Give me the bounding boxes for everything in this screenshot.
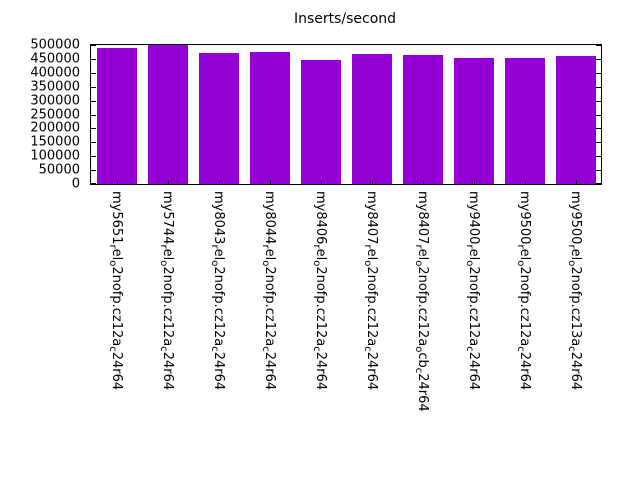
y-tick-mark [596,142,601,144]
y-tick-mark [596,100,601,102]
y-tick-label: 300000 [30,93,80,109]
bar [402,55,443,184]
y-tick-mark [596,170,601,172]
y-tick-mark [596,45,601,46]
plot-area [90,44,602,185]
y-tick-mark [91,170,96,172]
y-tick-mark [596,114,601,116]
x-axis-label: my8043relo2nofp.cz12ac24r64 [209,191,226,391]
x-axis-labels: my5651relo2nofp.cz12ac24r64 my5744relo2no… [90,191,600,471]
x-axis-label: my9400relo2nofp.cz12ac24r64 [464,191,481,391]
y-tick-mark [91,128,96,130]
x-tick-mark [320,180,322,184]
y-tick-mark [596,58,601,60]
x-axis-label: my9500relo2nofp.cz12ac24r64 [515,191,532,391]
y-tick-label: 200000 [30,120,80,136]
x-axis-label: my8407relo2nofp.cz12ac24r64 [362,191,379,391]
y-tick-label: 450000 [30,51,80,67]
bar [351,54,392,184]
y-tick-mark [91,100,96,102]
y-tick-mark [596,72,601,74]
x-tick-mark [269,180,271,184]
x-axis-label: my8044relo2nofp.cz12ac24r64 [260,191,277,391]
x-tick-mark [575,180,577,184]
x-tick-mark [524,180,526,184]
x-tick-mark [473,180,475,184]
y-tick-label: 50000 [38,162,80,178]
x-tick-mark [371,180,373,184]
y-tick-mark [596,156,601,158]
x-axis-label: my8406relo2nofp.cz12ac24r64 [311,191,328,391]
bar [555,55,596,184]
chart-title: Inserts/second [293,11,397,27]
y-tick-label: 250000 [30,107,80,122]
x-axis-label: my8407relo2nofp.cz12aocbc24r64 [413,191,430,412]
x-tick-mark [422,180,424,184]
x-axis-label: my9500relo2nofp.cz13ac24r64 [566,191,583,391]
y-tick-mark [91,58,96,60]
y-tick-label: 150000 [30,134,80,150]
y-tick-mark [91,183,96,184]
y-tick-label: 350000 [30,79,80,95]
y-tick-label: 500000 [30,37,80,53]
y-tick-mark [91,86,96,88]
bar [96,48,137,184]
bar [453,58,494,184]
x-tick-mark [167,180,169,184]
y-tick-mark [596,183,601,184]
y-tick-label: 400000 [30,65,80,81]
bar [300,59,341,184]
y-tick-mark [91,45,96,46]
y-tick-mark [596,86,601,88]
y-tick-mark [91,114,96,116]
bar [504,58,545,184]
x-axis-label: my5744relo2nofp.cz12ac24r64 [158,191,175,391]
bar [198,53,239,184]
y-tick-label: 100000 [30,148,80,164]
y-tick-label: 0 [71,176,80,192]
y-tick-mark [596,128,601,130]
x-tick-mark [116,180,118,184]
y-tick-mark [91,156,96,158]
x-tick-mark [218,180,220,184]
bar [249,52,290,184]
bar [147,45,188,184]
x-axis-label: my5651relo2nofp.cz12ac24r64 [107,191,124,391]
y-axis: 0 50000 100000 150000 200000 250000 300000 3500… [0,39,84,191]
y-tick-mark [91,72,96,74]
y-tick-mark [91,142,96,144]
